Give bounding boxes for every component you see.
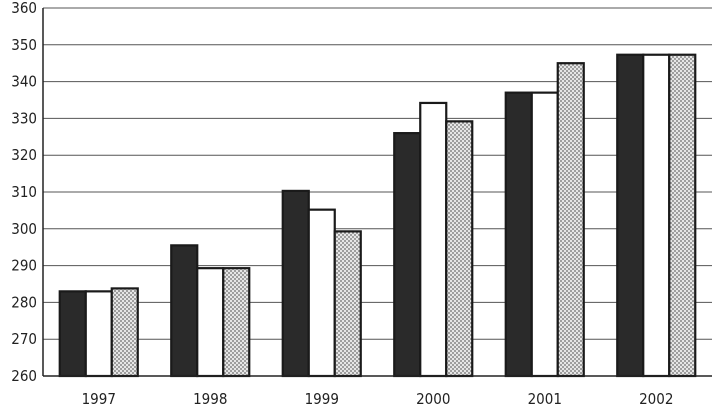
bar-dark-2001 — [504, 91, 533, 378]
x-tick-labels: 1997 1998 1999 2000 2001 2002 — [82, 390, 674, 408]
bar-dotted-1999 — [333, 230, 362, 378]
bar-dotted-2002 — [668, 53, 697, 378]
bar-white-1999 — [307, 208, 336, 378]
x-tick-label: 1999 — [305, 390, 339, 408]
gridlines — [43, 7, 712, 377]
x-tick-label: 2002 — [639, 390, 673, 408]
bar-dotted-1998 — [222, 267, 251, 378]
y-tick-labels: 260 270 280 290 300 310 320 330 340 350 360 — [11, 0, 37, 385]
bar-dotted-2000 — [445, 120, 474, 378]
x-tick-label: 2001 — [528, 390, 562, 408]
y-tick-label: 260 — [11, 367, 37, 385]
bar-dotted-1997 — [110, 287, 139, 378]
y-tick-label: 350 — [11, 36, 37, 54]
bar-dark-1997 — [58, 290, 87, 378]
x-tick-label: 1997 — [82, 390, 116, 408]
bar-dark-2002 — [616, 53, 645, 378]
bar-white-2002 — [642, 53, 671, 378]
y-tick-label: 310 — [11, 183, 37, 201]
y-tick-label: 270 — [11, 330, 37, 348]
bars — [58, 53, 697, 378]
y-tick-label: 360 — [11, 0, 37, 17]
y-tick-label: 280 — [11, 293, 37, 311]
y-tick-label: 340 — [11, 73, 37, 91]
bar-white-2001 — [530, 91, 559, 378]
bar-dark-1999 — [281, 189, 310, 378]
bar-dark-1998 — [170, 244, 199, 378]
y-tick-label: 290 — [11, 257, 37, 275]
bar-white-2000 — [419, 101, 448, 378]
y-tick-label: 300 — [11, 220, 37, 238]
x-tick-label: 1998 — [193, 390, 227, 408]
bar-white-1997 — [84, 290, 113, 378]
bar-white-1998 — [196, 267, 225, 378]
axes — [42, 8, 712, 377]
y-tick-label: 330 — [11, 109, 37, 127]
y-tick-label: 320 — [11, 146, 37, 164]
bar-dotted-2001 — [556, 62, 585, 378]
x-tick-label: 2000 — [416, 390, 450, 408]
bar-dark-2000 — [393, 132, 422, 378]
